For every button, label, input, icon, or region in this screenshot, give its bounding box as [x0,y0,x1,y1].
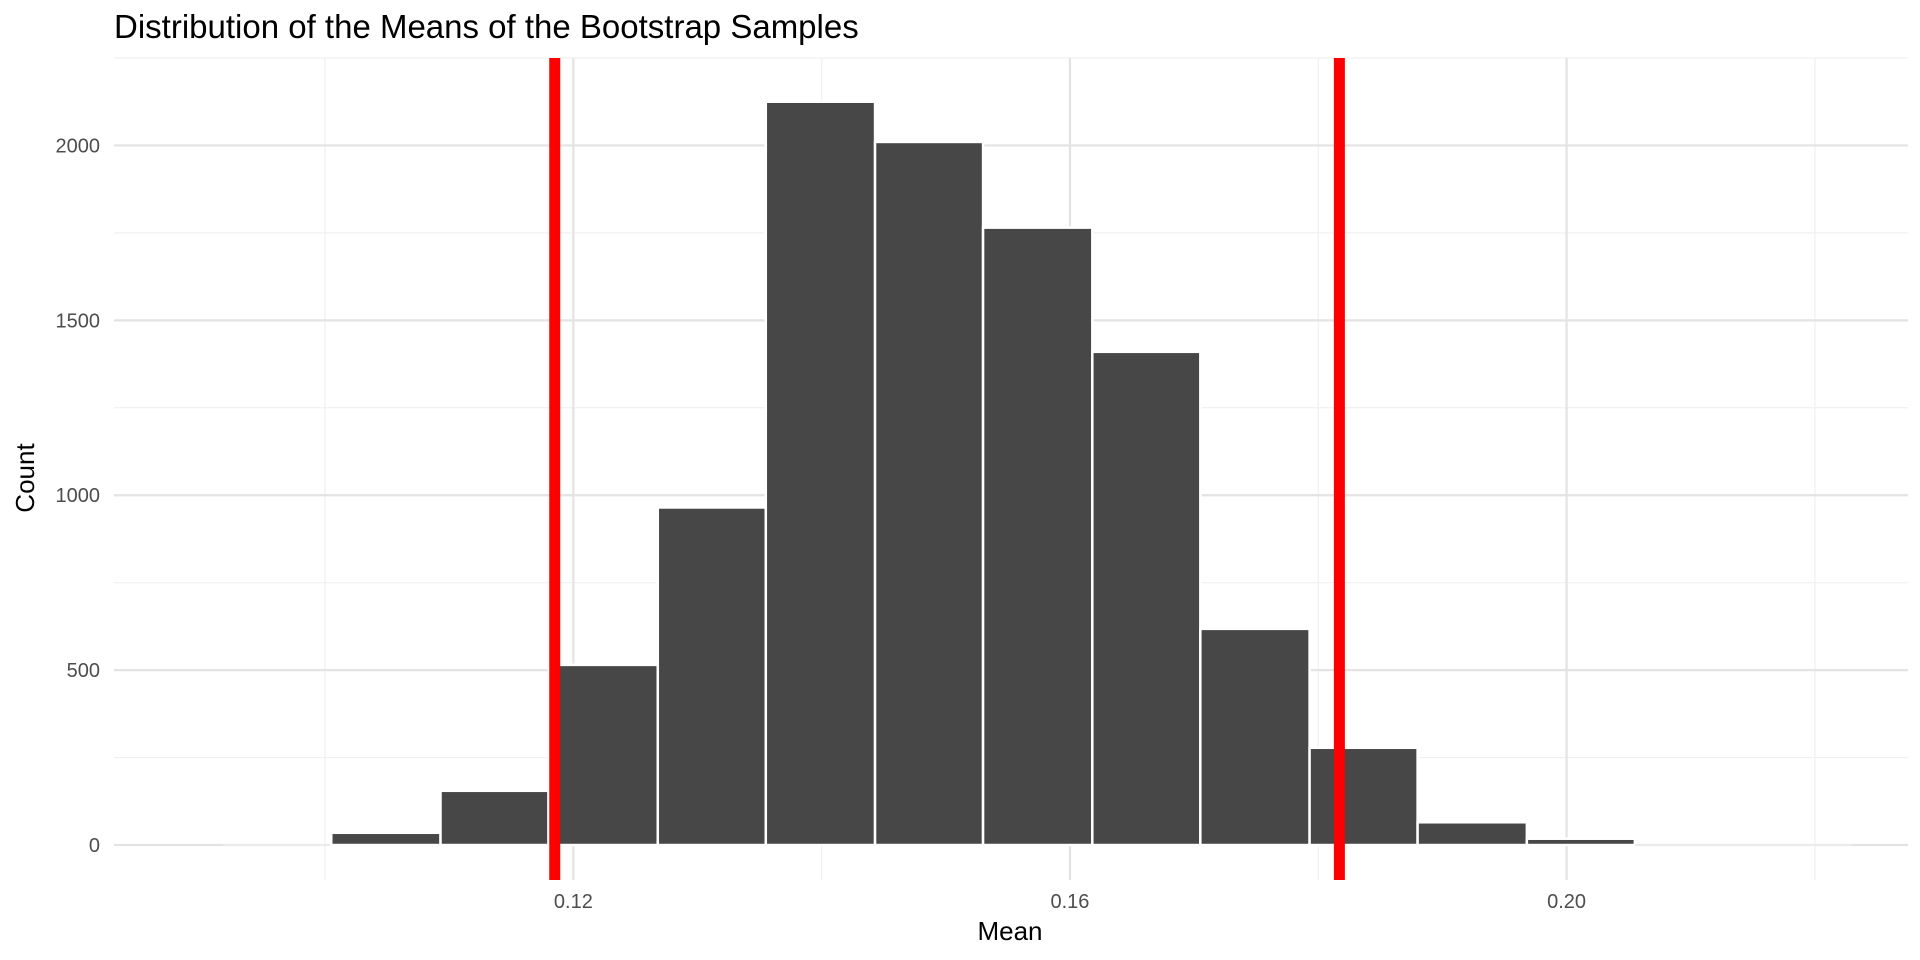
histogram-bar [1091,350,1202,847]
histogram-bar [1416,821,1529,847]
y-tick-label: 2000 [56,135,101,157]
x-axis-title: Mean [977,916,1042,946]
y-axis-title: Count [10,443,40,513]
histogram-bar [764,100,877,847]
x-tick-label: 0.12 [554,891,593,913]
histogram-bar [1199,627,1311,847]
histogram-bar [1525,837,1637,847]
y-tick-label: 1000 [56,485,101,507]
histogram-bars [223,100,1853,847]
histogram-bar [873,140,985,847]
x-axis-tick-labels: 0.12 0.16 0.20 [554,891,1586,913]
histogram-bar [1308,746,1419,847]
y-tick-label: 500 [67,660,100,682]
histogram-bar [330,831,442,847]
histogram-bar [439,789,550,847]
x-tick-label: 0.16 [1051,891,1090,913]
x-tick-label: 0.20 [1547,891,1586,913]
y-tick-label: 1500 [56,310,101,332]
y-axis-tick-labels: 0 500 1000 1500 2000 [56,135,101,857]
histogram-bar [981,226,1094,847]
confidence-interval-lines [549,58,1345,880]
y-tick-label: 0 [89,835,100,857]
chart-title: Distribution of the Means of the Bootstr… [114,8,859,45]
histogram-bar [547,663,660,847]
histogram-bar [656,506,768,847]
